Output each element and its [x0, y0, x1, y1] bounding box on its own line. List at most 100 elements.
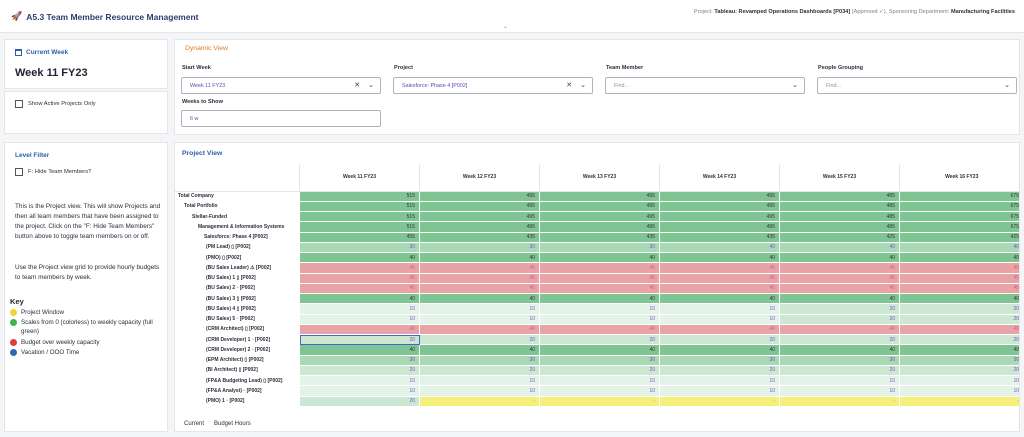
project-select[interactable]: Salesforce: Phase 4 [P002] ✕ ⌄: [393, 77, 593, 94]
budget-hours-cell[interactable]: 45: [539, 262, 660, 274]
budget-hours-cell[interactable]: -: [899, 395, 1019, 407]
budget-hours-cell[interactable]: 45: [299, 262, 420, 274]
week-column-header[interactable]: Week 11 FY23: [299, 164, 420, 192]
collapse-chevron-icon[interactable]: ⌄: [503, 24, 509, 30]
budget-hours-cell[interactable]: 40: [299, 292, 420, 305]
hide-team-members-toggle[interactable]: F: Hide Team Members?: [15, 168, 91, 176]
budget-hours-cell[interactable]: -: [779, 395, 900, 407]
budget-hours-cell[interactable]: 45: [419, 272, 540, 284]
show-active-projects-toggle[interactable]: Show Active Projects Only: [15, 100, 96, 108]
budget-hours-cell[interactable]: 30: [299, 354, 420, 366]
budget-hours-cell[interactable]: 495: [659, 221, 780, 233]
budget-hours-cell[interactable]: 485: [779, 221, 900, 233]
people-grouping-select[interactable]: Find... ⌄: [817, 77, 1017, 94]
budget-hours-cell[interactable]: 40: [539, 292, 660, 305]
budget-hours-cell[interactable]: 20: [539, 364, 660, 377]
budget-hours-cell[interactable]: 40: [779, 241, 900, 254]
budget-hours-cell[interactable]: 20: [539, 333, 660, 346]
chevron-down-icon[interactable]: ⌄: [580, 82, 586, 89]
budget-hours-cell[interactable]: -: [539, 395, 660, 407]
week-column-header[interactable]: Week 12 FY23: [419, 164, 540, 192]
budget-hours-cell[interactable]: 10: [299, 374, 420, 387]
budget-hours-cell[interactable]: 20: [419, 364, 540, 377]
budget-hours-cell[interactable]: 495: [419, 210, 540, 223]
budget-hours-cell[interactable]: 40: [299, 323, 420, 336]
budget-hours-cell[interactable]: 45: [779, 262, 900, 274]
budget-hours-cell[interactable]: 45: [899, 262, 1019, 274]
budget-hours-cell[interactable]: 20: [659, 333, 780, 346]
budget-hours-cell[interactable]: 495: [419, 200, 540, 213]
budget-hours-cell[interactable]: 495: [659, 210, 780, 223]
budget-hours-cell[interactable]: 45: [539, 282, 660, 295]
budget-hours-cell[interactable]: 30: [659, 354, 780, 366]
budget-hours-cell[interactable]: 435: [539, 231, 660, 243]
budget-hours-cell[interactable]: 40: [659, 292, 780, 305]
budget-hours-cell[interactable]: 10: [539, 374, 660, 387]
budget-hours-cell[interactable]: 10: [419, 313, 540, 325]
budget-hours-cell[interactable]: 40: [299, 251, 420, 264]
budget-hours-cell[interactable]: 10: [659, 303, 780, 315]
budget-hours-cell[interactable]: 515: [299, 190, 420, 202]
budget-hours-cell[interactable]: 40: [299, 344, 420, 356]
tab-budget-hours[interactable]: Budget Hours: [214, 421, 251, 427]
week-column-header[interactable]: Week 14 FY23: [659, 164, 780, 192]
budget-hours-cell[interactable]: 20: [779, 313, 900, 325]
budget-hours-cell[interactable]: 20: [419, 333, 540, 346]
budget-hours-cell[interactable]: 10: [779, 374, 900, 387]
budget-hours-cell[interactable]: 20: [659, 364, 780, 377]
budget-hours-cell[interactable]: 10: [659, 374, 780, 387]
budget-hours-cell[interactable]: 30: [419, 241, 540, 254]
budget-hours-cell[interactable]: 675: [899, 210, 1019, 223]
clear-icon[interactable]: ✕: [566, 82, 573, 89]
budget-hours-cell[interactable]: 10: [899, 385, 1019, 397]
budget-hours-cell[interactable]: 40: [419, 323, 540, 336]
budget-hours-cell[interactable]: 10: [539, 385, 660, 397]
budget-hours-cell[interactable]: 495: [419, 190, 540, 202]
budget-hours-cell[interactable]: 10: [899, 374, 1019, 387]
budget-hours-cell[interactable]: 10: [779, 385, 900, 397]
budget-hours-cell[interactable]: 45: [539, 272, 660, 284]
budget-hours-cell[interactable]: 20: [779, 364, 900, 377]
start-week-select[interactable]: Week 11 FY23 ✕ ⌄: [181, 77, 381, 94]
budget-hours-cell[interactable]: 40: [779, 251, 900, 264]
budget-hours-cell[interactable]: 45: [899, 272, 1019, 284]
budget-hours-cell[interactable]: 10: [659, 313, 780, 325]
budget-hours-cell[interactable]: 10: [299, 303, 420, 315]
budget-hours-cell[interactable]: 435: [659, 231, 780, 243]
budget-hours-cell[interactable]: 495: [539, 200, 660, 213]
budget-hours-cell[interactable]: 515: [299, 200, 420, 213]
clear-icon[interactable]: ✕: [354, 82, 361, 89]
budget-hours-cell[interactable]: 495: [659, 200, 780, 213]
budget-hours-cell[interactable]: 20: [299, 333, 420, 346]
show-active-projects-checkbox[interactable]: [15, 100, 23, 108]
budget-hours-cell[interactable]: 40: [419, 344, 540, 356]
budget-hours-cell[interactable]: 40: [899, 323, 1019, 336]
budget-hours-cell[interactable]: 40: [659, 251, 780, 264]
budget-hours-cell[interactable]: 40: [779, 292, 900, 305]
budget-hours-cell[interactable]: 40: [899, 241, 1019, 254]
budget-hours-cell[interactable]: 30: [779, 354, 900, 366]
budget-hours-cell[interactable]: 10: [299, 385, 420, 397]
budget-hours-cell[interactable]: 495: [539, 190, 660, 202]
budget-hours-cell[interactable]: 40: [659, 344, 780, 356]
team-member-select[interactable]: Find... ⌄: [605, 77, 805, 94]
budget-hours-cell[interactable]: 45: [299, 272, 420, 284]
budget-hours-cell[interactable]: 10: [659, 385, 780, 397]
budget-hours-cell[interactable]: 45: [299, 282, 420, 295]
budget-hours-cell[interactable]: 30: [419, 354, 540, 366]
budget-hours-cell[interactable]: 20: [899, 313, 1019, 325]
budget-hours-cell[interactable]: 495: [539, 210, 660, 223]
budget-hours-cell[interactable]: 495: [419, 221, 540, 233]
budget-hours-cell[interactable]: 10: [419, 303, 540, 315]
budget-hours-cell[interactable]: 30: [899, 354, 1019, 366]
week-column-header[interactable]: Week 13 FY23: [539, 164, 660, 192]
chevron-down-icon[interactable]: ⌄: [1004, 82, 1010, 89]
budget-hours-cell[interactable]: 20: [779, 333, 900, 346]
budget-hours-cell[interactable]: 20: [899, 333, 1019, 346]
budget-hours-cell[interactable]: 45: [419, 282, 540, 295]
budget-hours-cell[interactable]: 40: [899, 292, 1019, 305]
budget-hours-cell[interactable]: 435: [419, 231, 540, 243]
budget-hours-cell[interactable]: 20: [899, 364, 1019, 377]
budget-hours-cell[interactable]: 40: [659, 323, 780, 336]
budget-hours-cell[interactable]: 45: [659, 282, 780, 295]
